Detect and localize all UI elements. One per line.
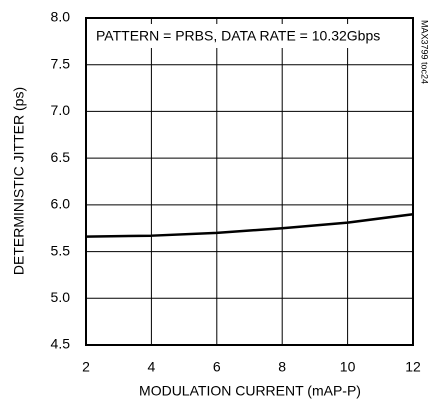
annotation: PATTERN = PRBS, DATA RATE = 10.32Gbps — [96, 28, 380, 44]
x-tick-label: 6 — [213, 359, 221, 375]
y-tick-label: 7.0 — [51, 102, 71, 118]
y-tick-label: 5.0 — [51, 289, 71, 305]
x-axis-label: MODULATION CURRENT (mAP-P) — [139, 383, 361, 399]
x-tick-label: 2 — [82, 359, 90, 375]
y-tick-label: 6.0 — [51, 196, 71, 212]
y-tick-label: 6.5 — [51, 149, 71, 165]
x-tick-label: 10 — [340, 359, 356, 375]
annotation-bg — [92, 24, 398, 48]
x-tick-label: 4 — [148, 359, 156, 375]
x-tick-label: 8 — [278, 359, 286, 375]
x-tick-label: 12 — [405, 359, 421, 375]
plot-frame — [85, 17, 414, 346]
annotation: MAX3799 toc24 — [420, 20, 430, 84]
data-line — [85, 212, 414, 238]
y-tick-label: 8.0 — [51, 9, 71, 25]
y-tick-label: 7.5 — [51, 55, 71, 71]
y-axis-label: DETERMINISTIC JITTER (ps) — [11, 87, 27, 275]
grid — [85, 17, 414, 346]
y-tick-label: 4.5 — [51, 336, 71, 352]
y-tick-label: 5.5 — [51, 242, 71, 258]
